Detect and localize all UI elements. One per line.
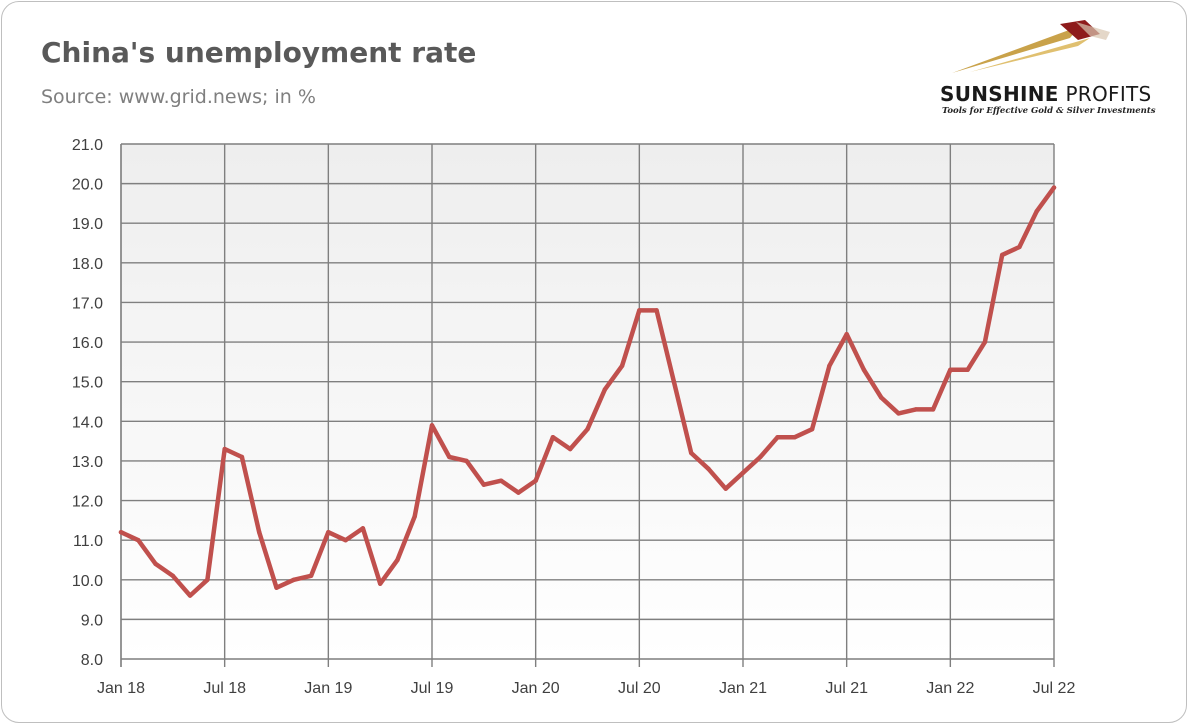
data-point [637,308,642,313]
data-point [723,486,728,491]
data-point [688,450,694,456]
data-point [257,530,262,535]
data-point [602,387,607,392]
chart-subtitle: Source: www.grid.news; in % [41,86,316,108]
data-point [999,252,1005,258]
data-point [792,434,798,440]
x-tick-label: Jul 20 [618,680,661,697]
data-point [619,363,625,369]
series-layer [118,185,1057,598]
data-point [965,367,970,373]
data-point [1017,244,1022,250]
x-axis: Jan 18 Jul 18 Jan 19 Jul 19 Jan 20 Jul 20 Jan … [97,680,1075,697]
x-tick-label: Jan 22 [926,680,974,697]
data-point [118,530,124,535]
x-tick-label: Jan 20 [512,680,560,697]
data-point [170,573,176,579]
data-point [740,470,746,476]
data-point [844,331,849,337]
data-point [533,478,538,483]
y-tick-label: 8.0 [81,652,103,669]
data-point [274,585,279,590]
data-point [809,427,815,432]
sunshine-profits-logo: SUNSHINE PROFITS Tools for Effective Gol… [930,18,1180,118]
data-point [861,367,867,373]
y-tick-label: 17.0 [72,295,103,312]
data-point [447,454,452,460]
data-point [498,478,504,483]
data-point [775,434,780,440]
x-tick-label: Jul 19 [411,680,454,697]
data-point [516,490,521,495]
data-point [896,411,901,416]
y-tick-label: 20.0 [72,177,103,194]
data-point [827,363,832,369]
data-point [568,446,573,452]
logo-name-light: PROFITS [1058,82,1152,106]
logo-tagline: Tools for Effective Gold & Silver Invest… [942,106,1156,116]
data-point [706,466,711,472]
data-point [481,482,487,487]
plot-area [121,144,1054,659]
data-point [654,308,659,313]
swoosh-icon [952,20,1110,73]
x-tick-label: Jan 19 [304,680,352,697]
data-point [1034,209,1039,214]
data-point [982,339,988,345]
data-point [948,367,953,373]
y-axis: 8.0 9.0 10.0 11.0 12.0 13.0 14.0 15.0 16.0 17.0 18… [72,137,103,669]
data-point [879,395,884,400]
data-point [239,454,245,460]
x-tick-label: Jan 21 [719,680,767,697]
y-tick-label: 19.0 [72,216,103,233]
data-point [326,530,331,535]
logo-name-bold: SUNSHINE [940,82,1059,106]
y-tick-label: 14.0 [72,414,103,431]
x-tick-label: Jan 18 [97,680,145,697]
y-tick-label: 16.0 [72,335,103,352]
chart-title: China's unemployment rate [41,36,477,69]
data-point [671,379,677,384]
data-point [758,454,763,460]
data-point [360,526,366,531]
data-point [291,577,296,582]
data-point [913,407,918,412]
x-tick-label: Jul 18 [203,680,246,697]
data-point [153,561,158,567]
data-point [222,446,227,452]
grid-lines [120,143,1055,667]
data-point [187,593,193,598]
data-point [585,427,590,432]
x-tick-label: Jul 21 [825,680,868,697]
y-tick-label: 12.0 [72,494,103,511]
data-point [205,577,210,582]
y-tick-label: 18.0 [72,256,103,273]
data-point [412,514,417,519]
data-point [930,407,936,412]
data-point [377,581,383,586]
data-point [395,557,400,563]
data-point [550,434,556,440]
data-point [429,423,435,428]
y-tick-label: 15.0 [72,375,103,392]
data-point [308,573,314,579]
y-tick-label: 10.0 [72,573,103,590]
logo-name: SUNSHINE PROFITS [940,82,1152,106]
data-point [136,537,141,543]
y-tick-label: 21.0 [72,137,103,154]
x-tick-label: Jul 22 [1033,680,1076,697]
data-point [343,537,348,543]
data-point [1051,185,1057,190]
data-point [464,458,469,464]
y-tick-label: 11.0 [73,533,103,550]
y-tick-label: 13.0 [72,454,103,471]
y-tick-label: 9.0 [81,612,103,629]
